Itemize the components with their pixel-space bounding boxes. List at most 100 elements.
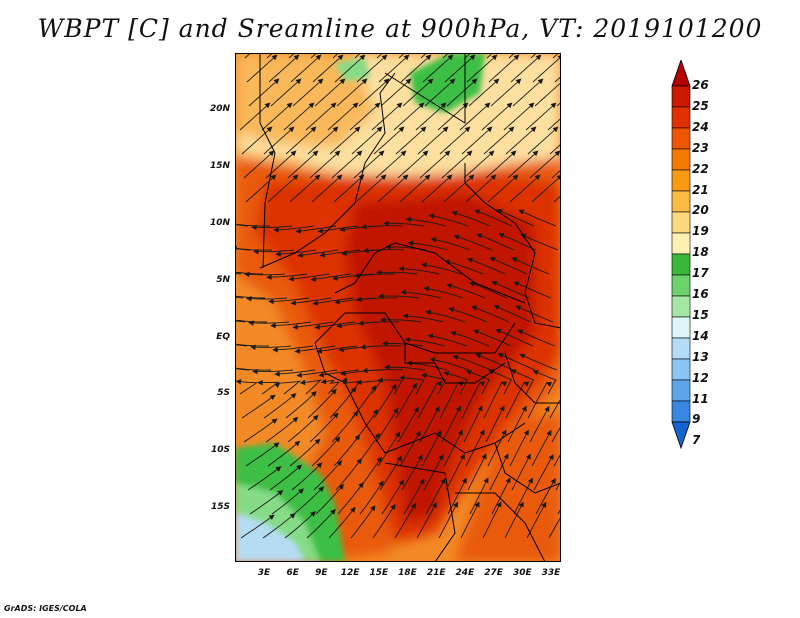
streamline (547, 117, 561, 131)
streamline-arrow (334, 436, 341, 443)
streamline-arrow (336, 460, 343, 467)
streamline-arrow (523, 381, 530, 387)
streamline (317, 345, 358, 353)
streamline-arrow (273, 78, 280, 85)
wbpt-streamline-map (235, 53, 561, 562)
streamline (235, 223, 271, 227)
streamline (362, 225, 403, 228)
streamline-arrow (519, 353, 526, 359)
streamline-arrow (510, 150, 517, 157)
streamline-arrow (319, 252, 326, 258)
streamline (487, 174, 519, 203)
streamline-arrow (341, 250, 347, 256)
streamline-arrow (354, 273, 360, 279)
streamline (492, 281, 530, 299)
streamline (511, 369, 535, 395)
streamline-arrow (488, 150, 495, 157)
streamline (342, 379, 361, 395)
streamline (512, 257, 550, 275)
streamline (507, 406, 527, 443)
colorbar-label: 15 (692, 307, 709, 322)
streamline (443, 174, 475, 203)
streamline-arrow (334, 150, 341, 157)
colorbar-segment (671, 253, 691, 276)
streamline (403, 479, 425, 515)
streamline-arrow (295, 228, 302, 234)
streamline-arrow (413, 406, 419, 413)
streamline-arrow (523, 429, 529, 436)
streamline (381, 479, 404, 515)
streamline-arrow (270, 174, 277, 181)
streamline (520, 353, 558, 371)
streamline-arrow (312, 300, 319, 306)
streamline (419, 406, 440, 443)
streamline (498, 353, 536, 371)
streamline-arrow (316, 348, 323, 354)
streamline (253, 369, 294, 373)
streamline-arrow (243, 271, 250, 278)
streamline (241, 394, 276, 419)
streamline (421, 374, 447, 395)
streamline-arrow (376, 126, 383, 133)
streamline-arrow (521, 405, 527, 412)
streamline-arrow (316, 462, 323, 469)
streamline-arrow (483, 477, 489, 484)
streamline (245, 442, 279, 467)
streamline (321, 379, 340, 395)
streamline (385, 366, 426, 371)
streamline-arrow (245, 296, 252, 302)
streamline-arrow (378, 150, 385, 157)
streamline (399, 431, 421, 467)
streamline-arrow (383, 78, 390, 85)
streamline (408, 242, 449, 251)
streamline (406, 218, 447, 227)
streamline-arrow (447, 54, 454, 61)
streamline-arrow (292, 174, 299, 181)
streamline (516, 305, 554, 323)
streamline-arrow (268, 150, 275, 157)
streamline-arrow (552, 126, 559, 133)
streamline-arrow (312, 414, 319, 421)
streamline-arrow (500, 381, 508, 387)
streamline (471, 306, 510, 323)
streamline (503, 102, 535, 131)
streamline-arrow (370, 505, 376, 512)
colorbar-label: 22 (692, 161, 709, 176)
streamline (361, 345, 402, 348)
streamline (262, 513, 296, 539)
streamline (289, 174, 321, 203)
streamline-arrow (360, 344, 366, 350)
streamline-arrow (421, 262, 428, 268)
streamline-arrow (528, 102, 535, 109)
streamline-arrow (479, 381, 486, 387)
streamline (364, 249, 405, 252)
streamline (268, 54, 300, 83)
streamline (481, 102, 513, 131)
streamline (291, 297, 332, 304)
colorbar (671, 60, 691, 450)
colorbar-label: 11 (692, 391, 709, 406)
wbpt-field (235, 53, 561, 562)
streamline-arrow (410, 502, 417, 509)
streamline-arrow (332, 412, 339, 419)
streamline-arrow (376, 269, 382, 276)
streamline (402, 78, 434, 107)
streamline (438, 502, 458, 539)
streamline (313, 460, 342, 491)
streamline (437, 102, 469, 131)
streamline-arrow (403, 54, 410, 61)
colorbar-segment (671, 316, 691, 339)
streamline-arrow (290, 150, 297, 157)
streamline-arrow (341, 377, 348, 383)
streamline-arrow (275, 466, 282, 472)
streamline-arrow (275, 251, 281, 257)
streamline-arrow (376, 456, 382, 463)
streamline-arrow (444, 150, 451, 157)
streamline-arrow (468, 174, 475, 181)
streamline (279, 380, 301, 395)
streamline-arrow (419, 478, 425, 485)
streamline (407, 362, 448, 371)
streamline (235, 271, 264, 275)
streamline-arrow (469, 54, 476, 61)
streamline-arrow (544, 405, 550, 412)
